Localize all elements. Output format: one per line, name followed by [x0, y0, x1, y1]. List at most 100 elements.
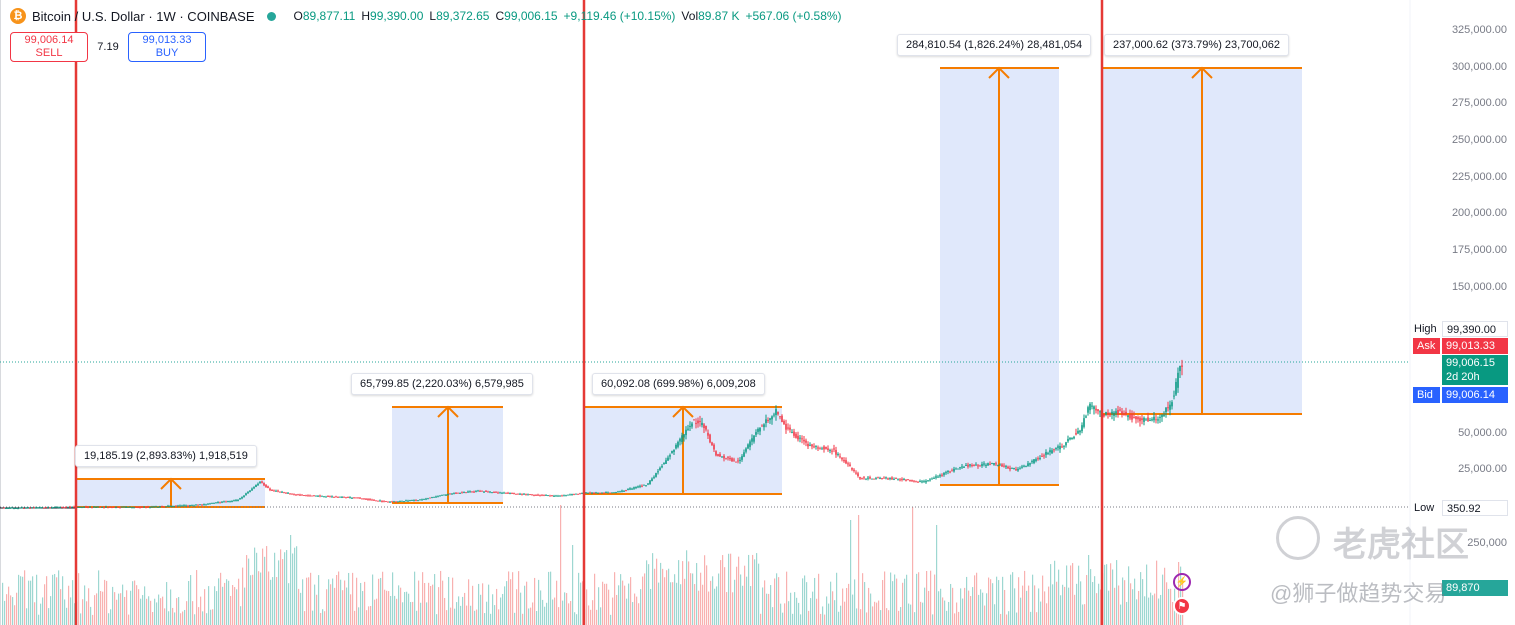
volume-bar — [756, 553, 758, 625]
volume-bars — [2, 505, 1184, 625]
candle-body — [113, 506, 115, 508]
candle-body — [519, 493, 521, 495]
volume-bar — [1104, 564, 1106, 625]
volume-bar — [86, 601, 88, 625]
candle-body — [661, 466, 663, 468]
high-tag-label: High — [1414, 323, 1437, 335]
volume-bar — [230, 595, 232, 625]
measure-label-5[interactable]: 237,000.62 (373.79%) 23,700,062 — [1104, 34, 1289, 56]
candle-body — [119, 507, 121, 509]
trade-panel: 99,006.14 SELL 7.19 99,013.33 BUY — [10, 32, 206, 62]
volume-bar — [388, 591, 390, 625]
measure-label-4[interactable]: 284,810.54 (1,826.24%) 28,481,054 — [897, 34, 1092, 56]
candle-body — [275, 490, 277, 492]
volume-bar — [166, 582, 168, 625]
volume-bar — [564, 592, 566, 625]
candle-body — [751, 438, 753, 442]
volume-bar — [930, 570, 932, 625]
volume-bar — [218, 578, 220, 625]
candle-body — [1091, 405, 1093, 407]
volume-bar — [896, 578, 898, 625]
candle-body — [905, 479, 907, 481]
candle-body — [1165, 407, 1167, 413]
measure-label-1[interactable]: 19,185.19 (2,893.83%) 1,918,519 — [75, 445, 257, 467]
volume-bar — [920, 601, 922, 625]
volume-bar — [1090, 569, 1092, 625]
volume-bar — [994, 604, 996, 625]
candle-body — [105, 506, 107, 508]
volume-bar — [488, 584, 490, 625]
volume-bar — [1074, 594, 1076, 625]
candle-body — [709, 434, 711, 443]
volume-bar — [934, 574, 936, 625]
volume-bar — [44, 584, 46, 625]
candle-body — [411, 499, 413, 501]
volume-bar — [468, 579, 470, 625]
candle-body — [793, 431, 795, 436]
volume-bar — [434, 574, 436, 625]
measure-boxes[interactable] — [76, 66, 1302, 508]
sell-button[interactable]: 99,006.14 SELL — [10, 32, 88, 62]
candle-body — [895, 477, 897, 479]
volume-bar — [378, 578, 380, 625]
volume-bar — [340, 579, 342, 625]
candle-body — [513, 493, 515, 495]
volume-bar — [872, 606, 874, 625]
candle-body — [577, 493, 579, 495]
buy-button[interactable]: 99,013.33 BUY — [128, 32, 206, 62]
volume-bar — [954, 613, 956, 625]
vol-change-value: +567.06 (+0.58%) — [745, 9, 842, 23]
candle-body — [35, 507, 37, 509]
volume-bar — [476, 609, 478, 625]
lightning-icon[interactable]: ⚡ — [1173, 573, 1191, 591]
candle-body — [355, 497, 357, 499]
candle-body — [1161, 415, 1163, 418]
candle-body — [565, 495, 567, 497]
volume-bar — [686, 550, 688, 625]
volume-bar — [720, 560, 722, 625]
candle-body — [803, 439, 805, 442]
candle-body — [539, 495, 541, 497]
volume-bar — [578, 572, 580, 625]
candle-body — [1093, 406, 1095, 410]
candle-body — [545, 494, 547, 496]
candle-body — [777, 411, 779, 415]
halving-lines[interactable] — [74, 0, 1104, 625]
candle-body — [321, 495, 323, 497]
candle-body — [963, 466, 965, 468]
volume-bar — [456, 602, 458, 625]
volume-bar — [154, 598, 156, 625]
candle-body — [303, 495, 305, 497]
candle-body — [855, 472, 857, 474]
candle-body — [837, 453, 839, 455]
us-flag-icon[interactable]: ⚑ — [1173, 597, 1191, 615]
volume-bar — [84, 585, 86, 625]
candle-body — [875, 478, 877, 480]
volume-bar — [1180, 566, 1182, 625]
measure-label-2[interactable]: 65,799.85 (2,220.03%) 6,579,985 — [351, 373, 533, 395]
measure-label-3[interactable]: 60,092.08 (699.98%) 6,009,208 — [592, 373, 765, 395]
candle-body — [283, 492, 285, 494]
volume-bar — [376, 598, 378, 625]
volume-bar — [1116, 560, 1118, 625]
candle-body — [31, 507, 33, 509]
volume-bar — [656, 558, 658, 625]
candle-body — [585, 492, 587, 494]
volume-bar — [796, 597, 798, 625]
candle-body — [211, 502, 213, 504]
candle-body — [459, 492, 461, 494]
volume-bar — [278, 560, 280, 625]
volume-bar — [900, 607, 902, 625]
volume-bar — [660, 562, 662, 625]
candle-body — [951, 470, 953, 472]
symbol-title[interactable]: Bitcoin / U.S. Dollar · 1W · COINBASE — [32, 8, 255, 24]
volume-bar — [1076, 583, 1078, 625]
candle-body — [1089, 403, 1091, 411]
volume-bar — [616, 594, 618, 625]
candle-body — [499, 492, 501, 494]
volume-bar — [212, 609, 214, 625]
candle-body — [1023, 465, 1025, 467]
candle-body — [443, 494, 445, 496]
volume-bar — [1020, 597, 1022, 625]
